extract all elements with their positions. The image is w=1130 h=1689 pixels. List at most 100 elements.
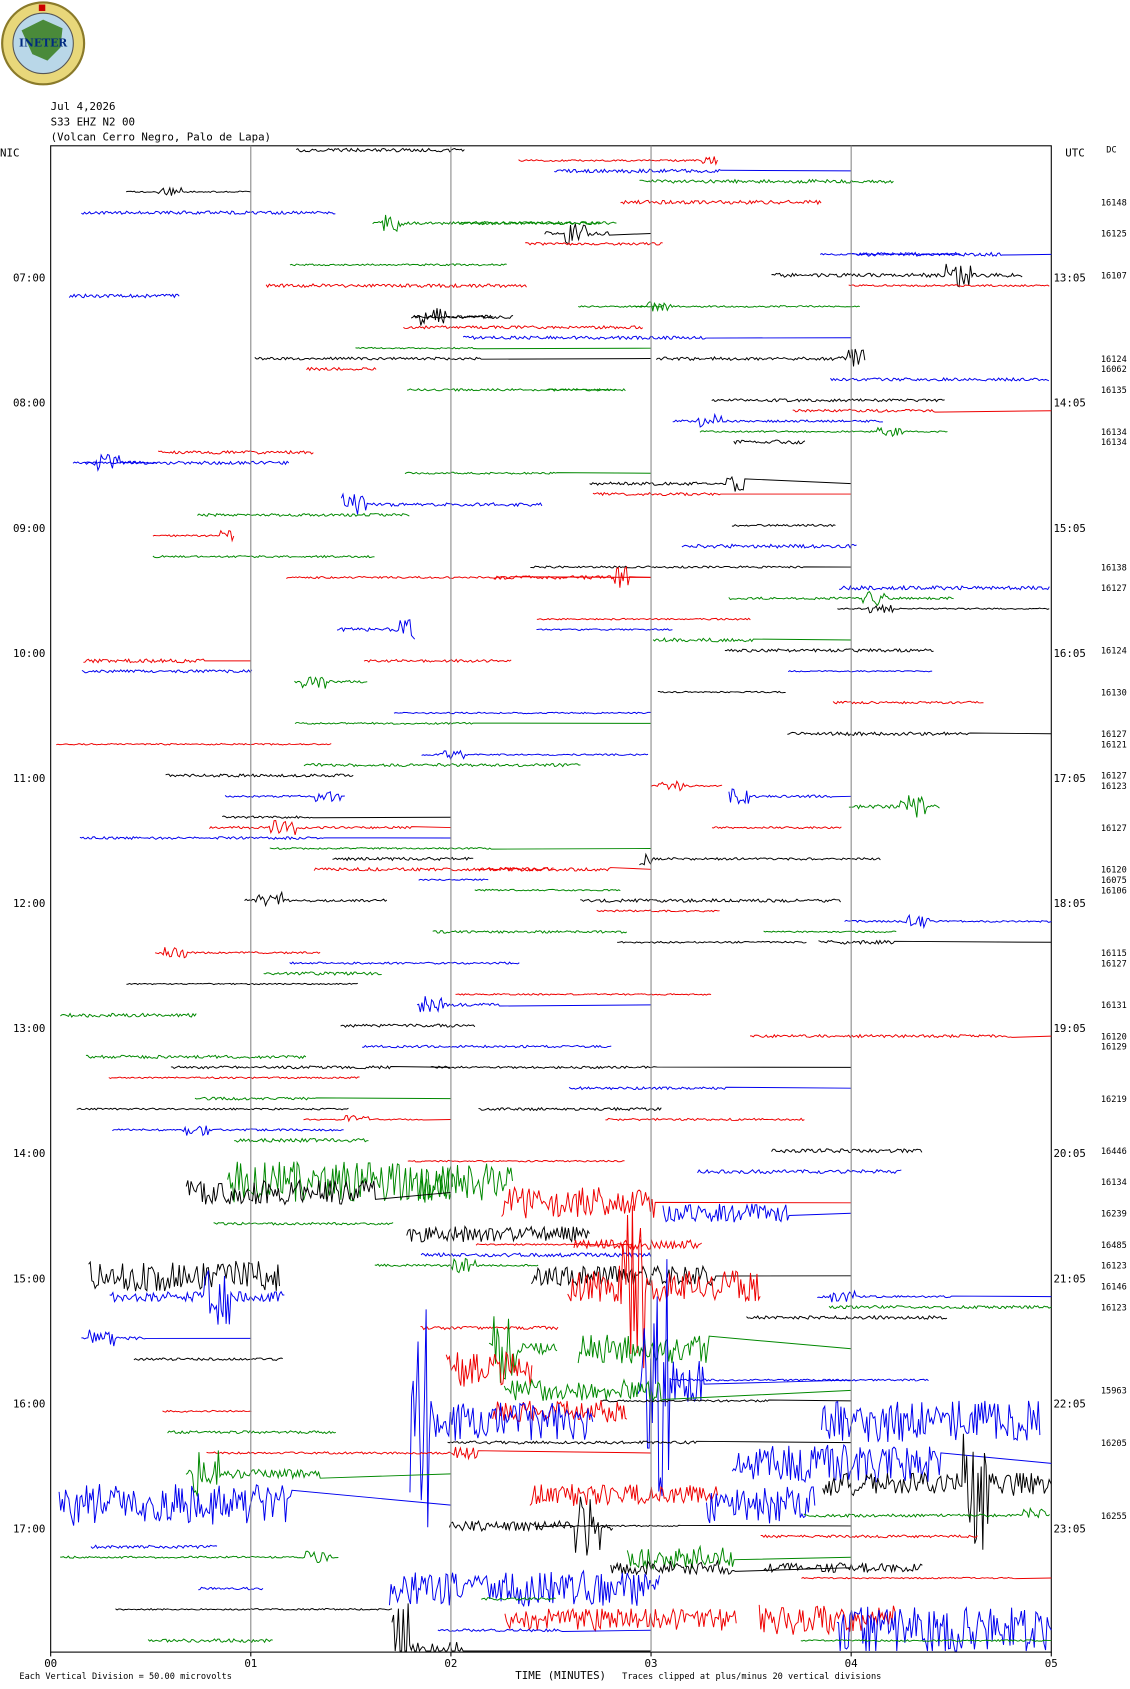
trace: [504, 1607, 737, 1633]
trace: [340, 1023, 476, 1028]
traces: [56, 147, 1052, 1653]
trace: [185, 1450, 451, 1497]
dc-value: 16124: [1101, 647, 1127, 657]
x-tick-label: 00: [44, 1657, 57, 1670]
trace: [374, 1257, 539, 1274]
dc-value: 16124: [1101, 355, 1127, 365]
dc-title: DC: [1106, 145, 1116, 155]
dc-value: 16148: [1101, 198, 1127, 208]
trace: [731, 523, 836, 527]
trace: [206, 1446, 652, 1461]
trace: [420, 1325, 559, 1331]
trace: [294, 721, 652, 725]
dc-value: 16130: [1101, 688, 1127, 698]
trace: [83, 658, 251, 664]
trace: [626, 1544, 852, 1570]
trace: [410, 308, 514, 326]
dc-value: 16129: [1101, 1043, 1127, 1053]
trace: [372, 214, 601, 233]
trace: [733, 439, 806, 445]
trace: [617, 940, 807, 944]
dc-value: 15963: [1101, 1387, 1127, 1397]
trace: [418, 878, 489, 882]
dc-value: 16127: [1101, 730, 1127, 740]
trace: [459, 220, 617, 225]
trace: [406, 1225, 590, 1243]
trace: [639, 178, 894, 185]
trace: [749, 1033, 1052, 1039]
trace: [115, 1607, 393, 1611]
left-time-label: 13:00: [13, 1022, 45, 1035]
trace: [209, 820, 451, 836]
trace: [657, 690, 786, 694]
trace: [671, 1378, 929, 1382]
trace: [391, 1603, 652, 1653]
dc-value: 16131: [1101, 1001, 1127, 1011]
right-time-label: 22:05: [1053, 1397, 1085, 1410]
dc-value: 16127: [1101, 584, 1127, 594]
footer-left: Each Vertical Division = 50.00 microvolt…: [19, 1672, 232, 1682]
trace: [488, 1316, 558, 1383]
trace: [830, 377, 1049, 382]
trace: [185, 1178, 451, 1206]
dc-value: 16120: [1101, 866, 1127, 876]
trace: [478, 1106, 662, 1112]
trace: [289, 961, 520, 965]
x-title: TIME (MINUTES): [515, 1669, 606, 1682]
left-time-label: 16:00: [13, 1397, 45, 1410]
logo-text: INETER: [19, 37, 68, 50]
left-time-label: 10:00: [13, 647, 45, 660]
dc-value: 16219: [1101, 1095, 1127, 1105]
trace: [536, 628, 673, 631]
trace: [294, 676, 368, 689]
trace: [545, 388, 616, 392]
logo-mark: [38, 4, 46, 12]
trace: [406, 388, 626, 392]
trace: [60, 1550, 339, 1564]
left-time-label: 08:00: [13, 397, 45, 410]
trace: [577, 1334, 852, 1364]
trace: [771, 263, 1023, 288]
logo-map: [21, 19, 63, 61]
trace: [681, 543, 857, 549]
trace: [418, 1163, 513, 1201]
dc-value: 16125: [1101, 230, 1127, 240]
trace: [662, 1203, 852, 1223]
trace: [224, 790, 345, 803]
trace: [819, 252, 962, 256]
right-time-label: 14:05: [1053, 397, 1085, 410]
x-tick-label: 04: [845, 1657, 858, 1670]
trace: [530, 565, 852, 569]
trace: [474, 888, 621, 892]
x-tick-label: 03: [645, 1657, 658, 1670]
trace: [447, 1440, 852, 1445]
trace: [711, 826, 842, 830]
dc-value: 16446: [1101, 1147, 1127, 1157]
date: Jul 4,2026: [51, 100, 116, 113]
left-time-label: 07:00: [13, 272, 45, 285]
trace: [850, 251, 1052, 257]
dc-value: 16127: [1101, 772, 1127, 782]
trace: [265, 282, 527, 289]
trace: [90, 1544, 218, 1550]
trace: [409, 1309, 594, 1528]
trace: [269, 847, 652, 850]
trace: [728, 788, 852, 805]
dc-value: 16106: [1101, 886, 1127, 896]
trace: [432, 929, 628, 934]
trace: [724, 647, 934, 653]
trace: [60, 1012, 197, 1018]
trace: [58, 1484, 451, 1526]
trace: [580, 898, 841, 904]
trace: [639, 852, 881, 866]
x-tick-label: 02: [444, 1657, 457, 1670]
trace: [817, 1289, 1052, 1303]
dc-value: 16135: [1101, 386, 1127, 396]
trace: [407, 1159, 625, 1163]
location: (Volcan Cerro Negro, Palo de Lapa): [51, 130, 271, 143]
trace: [303, 1115, 451, 1123]
trace: [197, 512, 410, 518]
trace: [254, 356, 652, 361]
trace: [605, 1117, 805, 1122]
trace: [529, 1484, 719, 1506]
